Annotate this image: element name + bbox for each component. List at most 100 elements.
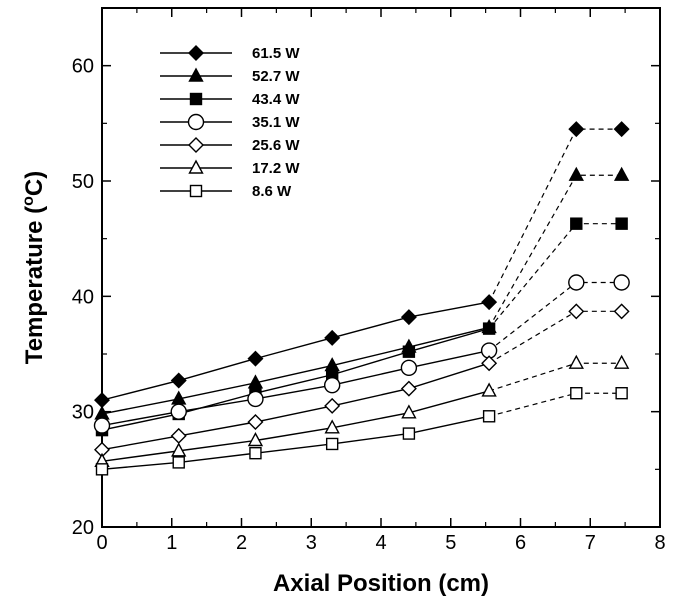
series-line xyxy=(101,326,490,415)
y-tick-label: 20 xyxy=(72,517,94,539)
data-point xyxy=(570,387,583,400)
data-point xyxy=(170,372,187,389)
data-point xyxy=(568,121,585,138)
axis-ticks: 0 1 2 3 4 5 6 7 8 20 30 40 50 60 xyxy=(72,8,666,554)
data-point xyxy=(249,446,262,460)
legend-label: 43.4 W xyxy=(252,91,300,108)
legend-label: 17.2 W xyxy=(252,160,300,177)
legend-label: 8.6 W xyxy=(252,183,292,200)
series-dashed-line xyxy=(488,223,622,330)
y-tick-label: 40 xyxy=(72,286,94,308)
series-dashed-line xyxy=(488,362,622,392)
data-point xyxy=(613,354,630,369)
legend-marker xyxy=(188,159,204,174)
series-dashed-line xyxy=(488,392,622,417)
legend-label: 25.6 W xyxy=(252,137,300,154)
legend-label: 61.5 W xyxy=(252,45,300,62)
legend-marker xyxy=(189,184,203,198)
data-point xyxy=(93,417,111,434)
data-point xyxy=(171,442,187,457)
series-line xyxy=(101,415,490,471)
x-tick-label: 7 xyxy=(585,532,596,554)
y-axis-title: Temperature (oC) xyxy=(20,171,48,364)
x-tick-label: 1 xyxy=(166,532,177,554)
series-8-6-w xyxy=(95,387,628,476)
data-point xyxy=(570,217,583,230)
legend-item: 25.6 W xyxy=(160,137,300,154)
data-point xyxy=(400,380,417,397)
data-point xyxy=(615,217,628,230)
legend-marker xyxy=(188,137,204,153)
y-axis-title-post: C) xyxy=(21,171,48,196)
data-point xyxy=(170,427,187,444)
legend-item: 61.5 W xyxy=(160,45,300,62)
data-point xyxy=(172,456,185,469)
plot-frame xyxy=(101,7,661,528)
data-point xyxy=(613,121,630,138)
data-point xyxy=(400,359,418,377)
data-point xyxy=(170,403,187,420)
data-point xyxy=(401,404,417,419)
data-point xyxy=(247,390,264,408)
x-tick-label: 2 xyxy=(236,532,247,554)
data-point xyxy=(568,166,584,181)
y-tick-label: 30 xyxy=(72,402,94,424)
legend-item: 52.7 W xyxy=(160,67,300,85)
data-point xyxy=(615,387,628,400)
data-point xyxy=(481,382,497,397)
legend-item: 35.1 W xyxy=(160,113,300,131)
legend-label: 35.1 W xyxy=(252,114,300,131)
series-61-5-w xyxy=(94,121,630,409)
series-layer xyxy=(93,121,630,476)
data-point xyxy=(94,392,110,409)
x-tick-label: 3 xyxy=(306,532,317,554)
y-tick-label: 60 xyxy=(72,56,94,78)
legend-marker xyxy=(188,45,204,61)
legend-label: 52.7 W xyxy=(252,68,300,85)
y-axis-title-sup: o xyxy=(20,196,37,206)
data-point xyxy=(324,397,341,414)
data-point xyxy=(482,322,496,335)
legend-marker xyxy=(187,113,205,131)
data-point xyxy=(481,294,498,311)
data-point xyxy=(400,309,417,326)
series-dashed-line xyxy=(488,128,622,303)
data-point xyxy=(568,303,585,320)
legend-item: 43.4 W xyxy=(160,91,300,108)
y-tick-label: 50 xyxy=(72,171,94,193)
x-tick-label: 6 xyxy=(515,532,526,554)
data-point xyxy=(324,329,341,346)
x-tick-label: 0 xyxy=(96,532,107,554)
series-35-1-w xyxy=(93,274,630,434)
data-point xyxy=(482,410,496,423)
data-point xyxy=(325,437,339,451)
data-point xyxy=(95,463,109,476)
series-17-2-w xyxy=(94,354,630,467)
data-point xyxy=(481,355,498,372)
data-point xyxy=(568,274,585,291)
series-line xyxy=(101,349,490,427)
y-axis-title-pre: Temperature ( xyxy=(21,206,48,364)
x-tick-label: 8 xyxy=(654,532,665,554)
legend: 61.5 W 52.7 W 43.4 W 35.1 W 25.6 W 17.2 W 8.6 … xyxy=(160,45,300,200)
data-point xyxy=(613,303,630,320)
plot-border xyxy=(101,7,661,528)
legend-marker xyxy=(188,67,204,82)
data-point xyxy=(402,345,416,358)
series-line xyxy=(101,327,490,431)
data-point xyxy=(247,432,264,447)
data-point xyxy=(247,350,264,367)
legend-item: 8.6 W xyxy=(160,183,292,200)
series-dashed-line xyxy=(488,310,622,364)
data-point xyxy=(613,274,630,291)
x-tick-label: 5 xyxy=(445,532,456,554)
data-point xyxy=(568,354,584,369)
legend-item: 17.2 W xyxy=(160,159,300,177)
x-tick-label: 4 xyxy=(375,532,386,554)
data-point xyxy=(324,419,340,434)
legend-marker xyxy=(189,92,203,106)
data-point xyxy=(247,414,264,431)
series-line xyxy=(101,362,490,451)
